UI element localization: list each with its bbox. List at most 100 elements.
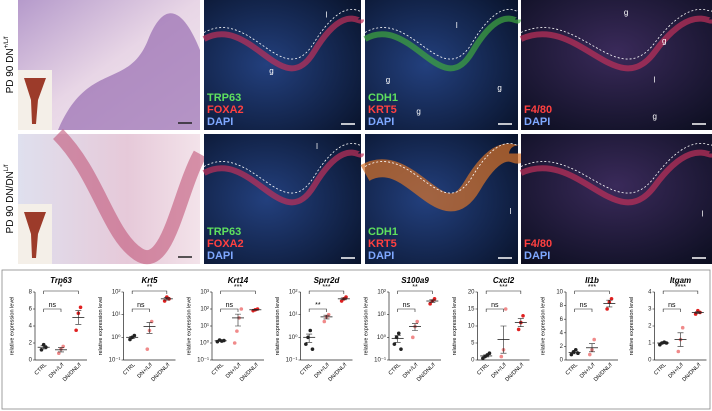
- data-point: [521, 314, 525, 318]
- significance-bracket: [43, 308, 62, 312]
- error-bar: [323, 314, 330, 320]
- significance-bracket: [220, 308, 239, 312]
- y-tick-label: 10⁻¹: [109, 358, 121, 364]
- channel-label: DAPI: [368, 250, 394, 262]
- x-tick-label: CTRL: [565, 362, 579, 376]
- data-point: [326, 312, 331, 317]
- error-bar: [394, 335, 401, 343]
- data-point: [415, 319, 420, 324]
- significance-label: ns: [668, 302, 676, 309]
- error-bar: [146, 322, 153, 334]
- region-label: l: [654, 76, 656, 85]
- region-label: g: [652, 112, 656, 121]
- significance-label: ns: [49, 302, 57, 309]
- channel-label: DAPI: [207, 250, 233, 262]
- data-point: [588, 352, 592, 357]
- significance-label: **: [147, 284, 153, 291]
- tissue-signal: [202, 15, 364, 72]
- row-label: PD 90 DN/DNL/f: [4, 164, 16, 233]
- significance-label: ****: [675, 284, 686, 291]
- row-label: PD 90 DN+/L/f: [4, 36, 16, 93]
- significance-label: ns: [403, 302, 411, 309]
- channel-label: KRT5: [368, 104, 397, 116]
- tissue-signal: [519, 15, 712, 72]
- x-tick-label: CTRL: [34, 362, 48, 376]
- error-bar: [129, 336, 136, 339]
- y-axis-label: relative expression level: [629, 297, 635, 356]
- data-point: [74, 328, 78, 333]
- error-bar: [217, 339, 224, 342]
- data-point: [392, 342, 397, 346]
- y-tick-label: 0: [29, 358, 33, 364]
- error-bar: [306, 333, 313, 343]
- data-point: [239, 307, 244, 311]
- significance-bracket: [574, 290, 610, 294]
- significance-label: ns: [491, 302, 499, 309]
- y-tick-label: 10⁻¹: [197, 358, 209, 364]
- significance-bracket: [662, 308, 681, 312]
- error-bar: [694, 311, 701, 314]
- data-point: [576, 351, 580, 356]
- error-bar: [340, 297, 347, 301]
- significance-label: **: [412, 284, 418, 291]
- significance-bracket: [485, 308, 504, 312]
- row-label-base: PD 90 DN: [5, 48, 16, 93]
- y-tick-label: 1: [648, 341, 652, 347]
- data-point: [676, 349, 681, 354]
- chart-title: Krt14: [228, 276, 249, 285]
- epithelium: [52, 129, 207, 264]
- channel-label: DAPI: [368, 116, 394, 128]
- significance-label: ***: [322, 284, 330, 291]
- channel-label: TRP63: [207, 226, 241, 238]
- significance-label: ***: [588, 284, 596, 291]
- y-tick-label: 6: [560, 317, 564, 323]
- data-point: [304, 342, 308, 346]
- y-tick-label: 10¹: [200, 324, 209, 330]
- error-bar: [75, 310, 82, 325]
- y-axis-label: relative expression level: [540, 297, 546, 356]
- y-axis-label: relative expression level: [452, 297, 458, 356]
- tissue-signal: [202, 149, 364, 206]
- tissue-signal: [363, 15, 521, 72]
- channel-label: DAPI: [524, 116, 550, 128]
- x-tick-label: DN/DNL/f: [416, 362, 437, 383]
- chart-title: Il1b: [585, 276, 599, 285]
- data-point: [162, 299, 167, 303]
- error-bar: [677, 332, 684, 347]
- error-bar: [517, 318, 524, 327]
- y-tick-label: 10²: [112, 290, 121, 296]
- data-point: [592, 337, 596, 342]
- data-point: [487, 351, 492, 356]
- y-tick-label: 15: [468, 307, 475, 313]
- y-tick-label: 6: [29, 307, 33, 313]
- significance-bracket: [43, 290, 79, 294]
- chart-frame: [1, 269, 711, 410]
- y-tick-label: 10²: [200, 307, 209, 313]
- y-tick-label: 8: [560, 303, 564, 309]
- significance-label: *: [60, 284, 63, 291]
- error-bar: [500, 325, 507, 354]
- region-label: g: [416, 107, 420, 116]
- y-tick-label: 10⁰: [288, 334, 298, 341]
- region-label: g: [269, 67, 273, 76]
- x-tick-label: CTRL: [122, 362, 136, 376]
- y-tick-label: 0: [560, 358, 564, 364]
- tissue-signal: [519, 149, 712, 206]
- error-bar: [589, 343, 595, 353]
- y-tick-label: 10³: [200, 290, 209, 296]
- significance-label: **: [315, 302, 321, 309]
- channel-label: F4/80: [524, 238, 552, 250]
- significance-label: ns: [137, 302, 145, 309]
- chart-title: Cxcl2: [493, 276, 515, 285]
- error-bar: [235, 313, 241, 327]
- y-tick-label: 10¹: [289, 312, 298, 318]
- significance-bracket: [131, 290, 168, 294]
- y-axis-label: relative expression level: [9, 297, 15, 356]
- channel-label: DAPI: [207, 116, 233, 128]
- y-tick-label: 0: [471, 358, 475, 364]
- channel-label: KRT5: [368, 238, 397, 250]
- row-label-sup: +/L/f: [4, 36, 10, 48]
- significance-bracket: [397, 290, 433, 294]
- channel-label: FOXA2: [207, 104, 244, 116]
- y-tick-label: 20: [468, 290, 475, 296]
